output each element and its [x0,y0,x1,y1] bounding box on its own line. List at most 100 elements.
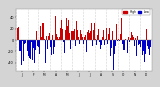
Bar [128,37,129,40]
Bar [89,33,90,40]
Bar [135,38,136,40]
Bar [108,34,109,40]
Bar [148,40,149,49]
Bar [35,40,36,47]
Bar [86,40,87,52]
Bar [111,40,112,48]
Bar [110,40,111,56]
Bar [88,30,89,40]
Bar [137,36,138,40]
Bar [96,40,97,45]
Bar [38,40,39,47]
Bar [60,28,61,40]
Bar [143,40,144,51]
Bar [82,37,83,40]
Bar [127,40,128,53]
Bar [84,37,85,40]
Bar [24,40,25,44]
Bar [71,31,72,40]
Bar [17,28,18,40]
Bar [141,40,142,41]
Bar [67,26,68,40]
Bar [21,40,22,65]
Bar [61,20,62,40]
Bar [140,40,141,47]
Bar [85,35,86,40]
Bar [109,28,110,40]
Bar [100,40,101,49]
Legend: High, Low: High, Low [122,9,150,15]
Bar [138,40,139,45]
Bar [51,40,52,55]
Bar [105,39,106,40]
Bar [54,40,55,47]
Bar [62,29,63,40]
Bar [98,29,99,40]
Bar [147,40,148,46]
Bar [23,40,24,61]
Bar [76,21,77,40]
Bar [46,36,47,40]
Bar [40,26,41,40]
Bar [68,20,69,40]
Bar [30,40,31,59]
Bar [136,40,137,56]
Bar [81,34,82,40]
Bar [19,40,20,51]
Bar [75,27,76,40]
Bar [39,40,40,54]
Bar [83,40,84,44]
Bar [74,29,75,40]
Bar [117,40,118,41]
Bar [146,29,147,40]
Bar [99,40,100,42]
Bar [139,40,140,44]
Bar [18,27,19,40]
Bar [144,40,145,62]
Bar [59,37,60,40]
Bar [66,18,67,40]
Bar [94,23,95,40]
Bar [114,40,115,54]
Bar [97,35,98,40]
Bar [106,28,107,40]
Bar [80,30,81,40]
Bar [44,39,45,40]
Bar [120,34,121,40]
Bar [87,32,88,40]
Bar [116,24,117,40]
Bar [47,40,48,49]
Bar [107,40,108,44]
Bar [33,40,34,48]
Bar [36,31,37,40]
Bar [112,40,113,50]
Bar [125,40,126,51]
Bar [52,38,53,40]
Bar [55,33,56,40]
Bar [92,29,93,40]
Bar [20,40,21,51]
Bar [133,37,134,40]
Bar [22,40,23,57]
Bar [50,40,51,47]
Bar [134,40,135,46]
Bar [48,36,49,40]
Bar [132,30,133,40]
Bar [42,37,43,40]
Bar [41,37,42,40]
Bar [122,40,123,44]
Bar [91,23,92,40]
Bar [32,40,33,60]
Bar [115,40,116,57]
Bar [77,30,78,40]
Bar [113,40,114,70]
Bar [123,40,124,50]
Bar [25,40,26,43]
Bar [29,40,30,58]
Bar [90,31,91,40]
Bar [53,40,54,54]
Bar [93,30,94,40]
Bar [149,40,150,55]
Bar [124,40,125,50]
Bar [65,30,66,40]
